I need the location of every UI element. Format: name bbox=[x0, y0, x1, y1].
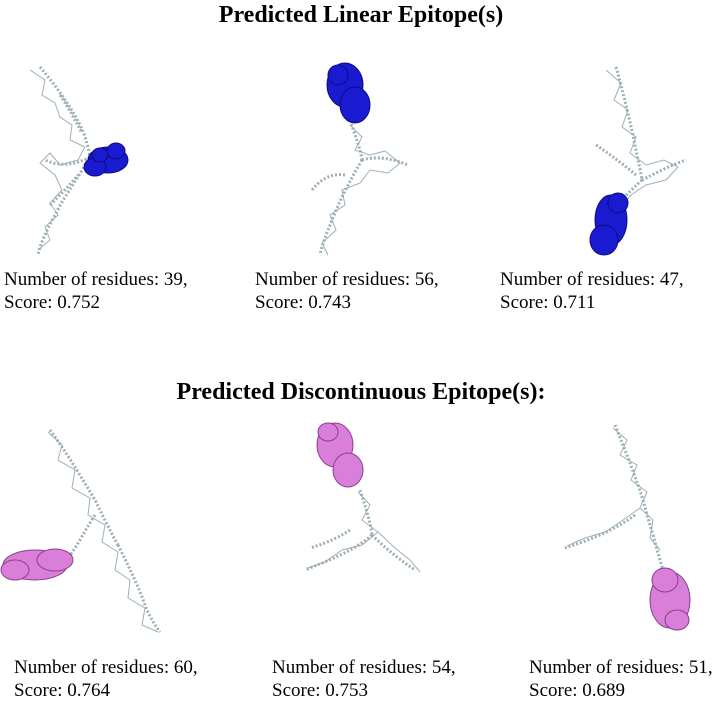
epitope-blob bbox=[0, 548, 74, 581]
score: Score: 0.752 bbox=[4, 292, 101, 313]
protein-backbone-thin bbox=[307, 491, 421, 573]
discontinuous-caption-3: Number of residues: 51, Score: 0.689 bbox=[529, 656, 713, 702]
discontinuous-structure-image-3 bbox=[564, 424, 691, 631]
score: Score: 0.764 bbox=[14, 680, 111, 701]
epitope-blob bbox=[589, 192, 629, 256]
protein-backbone bbox=[564, 424, 665, 571]
epitope-blob bbox=[83, 142, 129, 177]
linear-caption-3: Number of residues: 47, Score: 0.711 bbox=[500, 268, 684, 314]
score: Score: 0.743 bbox=[255, 292, 352, 313]
residue-count: Number of residues: 47, bbox=[500, 269, 684, 290]
protein-backbone bbox=[36, 66, 92, 256]
protein-backbone bbox=[304, 489, 416, 572]
linear-structure-image-2 bbox=[310, 62, 409, 256]
protein-backbone-thin bbox=[566, 427, 661, 551]
linear-caption-2: Number of residues: 56, Score: 0.743 bbox=[255, 268, 439, 314]
residue-count: Number of residues: 51, bbox=[529, 657, 713, 678]
protein-backbone-thin bbox=[47, 431, 159, 633]
discontinuous-structure-image-2 bbox=[304, 422, 421, 573]
protein-backbone bbox=[48, 429, 162, 633]
score: Score: 0.689 bbox=[529, 680, 626, 701]
discontinuous-structure-image-1 bbox=[0, 429, 162, 633]
discontinuous-caption-2: Number of residues: 54, Score: 0.753 bbox=[272, 656, 456, 702]
discontinuous-caption-1: Number of residues: 60, Score: 0.764 bbox=[14, 656, 198, 702]
discontinuous-epitope-title: Predicted Discontinuous Epitope(s): bbox=[176, 379, 546, 405]
epitope-blob bbox=[326, 62, 371, 124]
linear-caption-1: Number of residues: 39, Score: 0.752 bbox=[4, 268, 188, 314]
score: Score: 0.753 bbox=[272, 680, 369, 701]
residue-count: Number of residues: 54, bbox=[272, 657, 456, 678]
linear-epitope-title: Predicted Linear Epitope(s) bbox=[218, 2, 504, 28]
protein-backbone-thin bbox=[321, 124, 401, 256]
residue-count: Number of residues: 56, bbox=[255, 269, 439, 290]
residue-count: Number of residues: 39, bbox=[4, 269, 188, 290]
linear-structure-image-3 bbox=[589, 66, 687, 256]
residue-count: Number of residues: 60, bbox=[14, 657, 198, 678]
linear-structure-image-1 bbox=[29, 66, 129, 256]
protein-backbone-thin bbox=[29, 69, 86, 251]
epitope-blob bbox=[316, 422, 364, 488]
protein-backbone bbox=[310, 119, 409, 256]
protein-backbone-thin bbox=[605, 69, 679, 208]
score: Score: 0.711 bbox=[500, 292, 596, 313]
epitope-blob bbox=[649, 567, 691, 631]
